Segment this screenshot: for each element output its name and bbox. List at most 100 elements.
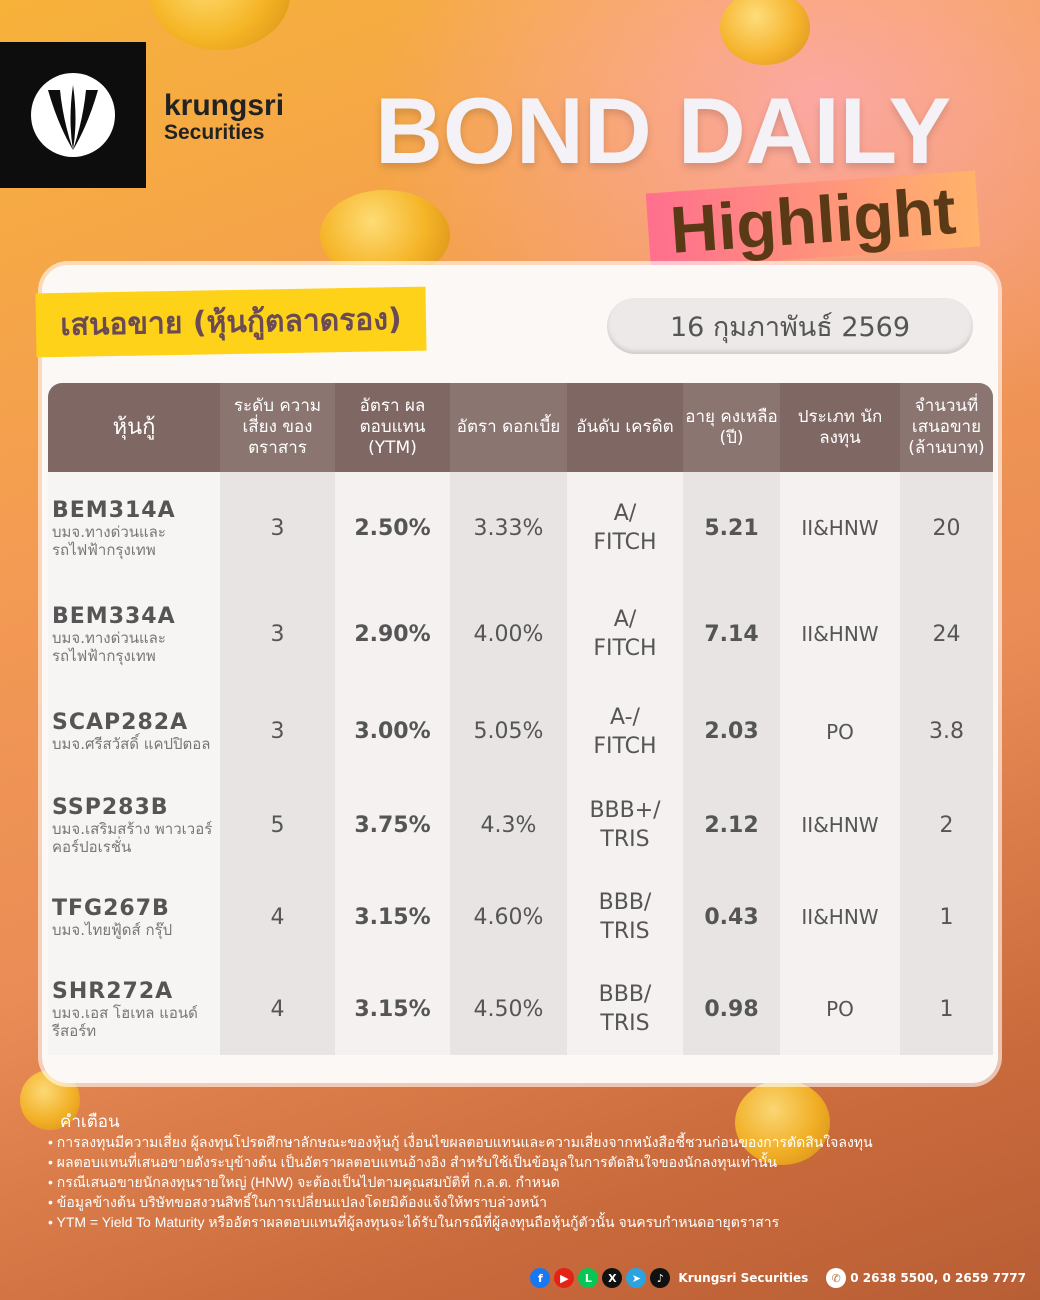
risk-level: 3 <box>220 472 335 584</box>
krungsri-logo <box>0 42 146 188</box>
warning-item: • ข้อมูลข้างต้น บริษัทขอสงวนสิทธิ์ในการเ… <box>48 1194 547 1210</box>
date-badge: 16 กุมภาพันธ์ 2569 <box>607 298 973 354</box>
bond-issuer: บมจ.เอส โฮเทล แอนด์ รีสอร์ท <box>52 1003 198 1040</box>
table-row: TFG267B บมจ.ไทยฟู้ดส์ กรุ๊ป 4 3.15% 4.60%… <box>48 871 993 963</box>
bond-code: SSP283B <box>52 794 169 820</box>
warning-section: คำเตือน • การลงทุนมีความเสี่ยง ผู้ลงทุนโ… <box>48 1112 1008 1232</box>
telegram-icon[interactable]: ➤ <box>626 1268 647 1288</box>
column-header: ประเภท นักลงทุน <box>780 383 900 472</box>
brand-line1: krungsri <box>164 89 285 122</box>
credit-rating: BBB/ TRIS <box>567 963 683 1055</box>
credit-rating: A-/ FITCH <box>567 684 683 779</box>
offer-amount: 1 <box>900 963 993 1055</box>
offer-amount: 24 <box>900 584 993 684</box>
bond-code: SHR272A <box>52 978 174 1004</box>
column-header: ระดับ ความเสี่ยง ของตราสาร <box>220 383 335 472</box>
remaining-tenor: 2.12 <box>683 779 780 871</box>
bond-issuer: บมจ.ทางด่วนและรถไฟฟ้ากรุงเทพ <box>52 628 166 665</box>
bond-issuer: บมจ.ศรีสวัสดิ์ แคปปิตอล <box>52 735 211 753</box>
offer-amount: 20 <box>900 472 993 584</box>
title-main: BOND DAILY <box>375 78 952 183</box>
coin-decoration <box>735 1080 830 1165</box>
remaining-tenor: 7.14 <box>683 584 780 684</box>
ytm: 3.00% <box>335 684 450 779</box>
credit-rating: BBB+/ TRIS <box>567 779 683 871</box>
table-row: SCAP282A บมจ.ศรีสวัสดิ์ แคปปิตอล 3 3.00% … <box>48 684 993 779</box>
column-header: อัตรา ผลตอบแทน (YTM) <box>335 383 450 472</box>
column-header: หุ้นกู้ <box>48 383 220 472</box>
ytm: 3.15% <box>335 963 450 1055</box>
risk-level: 4 <box>220 963 335 1055</box>
ytm: 2.50% <box>335 472 450 584</box>
column-header: จำนวนที่ เสนอขาย (ล้านบาท) <box>900 383 993 472</box>
investor-type: II&HNW <box>780 584 900 684</box>
warning-item: • ผลตอบแทนที่เสนอขายดังระบุข้างต้น เป็นอ… <box>48 1154 778 1170</box>
bond-issuer: บมจ.ไทยฟู้ดส์ กรุ๊ป <box>52 920 173 939</box>
section-label: เสนอขาย (หุ้นกู้ตลาดรอง) <box>35 286 427 358</box>
table-row: BEM314A บมจ.ทางด่วนและรถไฟฟ้ากรุงเทพ 3 2.… <box>48 472 993 584</box>
offer-amount: 1 <box>900 871 993 963</box>
coupon-rate: 4.3% <box>450 779 567 871</box>
offer-amount: 2 <box>900 779 993 871</box>
tiktok-icon[interactable]: ♪ <box>650 1268 671 1288</box>
credit-rating: A/ FITCH <box>567 584 683 684</box>
coupon-rate: 5.05% <box>450 684 567 779</box>
x-icon[interactable]: X <box>602 1268 623 1288</box>
coupon-rate: 4.50% <box>450 963 567 1055</box>
footer: f ▶ L X ➤ ♪ Krungsri Securities ✆ 0 2638 5500… <box>530 1268 1026 1288</box>
table-row: SSP283B บมจ.เสริมสร้าง พาวเวอร์ คอร์ปอเรช… <box>48 779 993 871</box>
table-row: BEM334A บมจ.ทางด่วนและรถไฟฟ้ากรุงเทพ 3 2.… <box>48 584 993 684</box>
coin-decoration <box>720 0 810 65</box>
footer-phone: 0 2638 5500, 0 2659 7777 <box>850 1271 1026 1285</box>
investor-type: II&HNW <box>780 871 900 963</box>
coupon-rate: 4.60% <box>450 871 567 963</box>
ytm: 3.15% <box>335 871 450 963</box>
bond-code: TFG267B <box>52 895 170 921</box>
offer-amount: 3.8 <box>900 684 993 779</box>
risk-level: 3 <box>220 584 335 684</box>
bond-issuer: บมจ.ทางด่วนและรถไฟฟ้ากรุงเทพ <box>52 522 166 559</box>
brand-line2: Securities <box>164 120 265 144</box>
column-header: อัตรา ดอกเบี้ย <box>450 383 567 472</box>
risk-level: 3 <box>220 684 335 779</box>
footer-company-name: Krungsri Securities <box>678 1271 809 1285</box>
bond-code: BEM334A <box>52 603 176 629</box>
bond-cell: BEM314A บมจ.ทางด่วนและรถไฟฟ้ากรุงเทพ <box>48 472 220 584</box>
investor-type: PO <box>780 684 900 779</box>
risk-level: 5 <box>220 779 335 871</box>
line-icon[interactable]: L <box>578 1268 599 1288</box>
warning-item: • การลงทุนมีความเสี่ยง ผู้ลงทุนโปรดศึกษา… <box>48 1134 873 1150</box>
bond-code: BEM314A <box>52 497 176 523</box>
credit-rating: BBB/ TRIS <box>567 871 683 963</box>
bond-cell: SCAP282A บมจ.ศรีสวัสดิ์ แคปปิตอล <box>48 684 220 779</box>
phone-icon: ✆ <box>826 1268 847 1288</box>
ytm: 3.75% <box>335 779 450 871</box>
bond-cell: SSP283B บมจ.เสริมสร้าง พาวเวอร์ คอร์ปอเรช… <box>48 779 220 871</box>
coin-decoration <box>150 0 290 50</box>
facebook-icon[interactable]: f <box>530 1268 551 1288</box>
ytm: 2.90% <box>335 584 450 684</box>
warning-item: • YTM = Yield To Maturity หรืออัตราผลตอบ… <box>48 1214 780 1230</box>
coupon-rate: 4.00% <box>450 584 567 684</box>
youtube-icon[interactable]: ▶ <box>554 1268 575 1288</box>
credit-rating: A/ FITCH <box>567 472 683 584</box>
warning-title: คำเตือน <box>60 1112 120 1131</box>
risk-level: 4 <box>220 871 335 963</box>
brand-name: krungsri Securities <box>164 90 284 144</box>
remaining-tenor: 0.43 <box>683 871 780 963</box>
bond-cell: TFG267B บมจ.ไทยฟู้ดส์ กรุ๊ป <box>48 871 220 963</box>
coupon-rate: 3.33% <box>450 472 567 584</box>
investor-type: II&HNW <box>780 472 900 584</box>
remaining-tenor: 0.98 <box>683 963 780 1055</box>
investor-type: II&HNW <box>780 779 900 871</box>
remaining-tenor: 5.21 <box>683 472 780 584</box>
table-row: SHR272A บมจ.เอส โฮเทล แอนด์ รีสอร์ท 4 3.1… <box>48 963 993 1055</box>
bond-code: SCAP282A <box>52 710 189 735</box>
bond-cell: SHR272A บมจ.เอส โฮเทล แอนด์ รีสอร์ท <box>48 963 220 1055</box>
bond-table: หุ้นกู้ ระดับ ความเสี่ยง ของตราสาร อัตรา ผ… <box>48 383 993 1055</box>
bond-issuer: บมจ.เสริมสร้าง พาวเวอร์ คอร์ปอเรชั่น <box>52 819 213 856</box>
bond-cell: BEM334A บมจ.ทางด่วนและรถไฟฟ้ากรุงเทพ <box>48 584 220 684</box>
investor-type: PO <box>780 963 900 1055</box>
column-header: อันดับ เครดิต <box>567 383 683 472</box>
remaining-tenor: 2.03 <box>683 684 780 779</box>
